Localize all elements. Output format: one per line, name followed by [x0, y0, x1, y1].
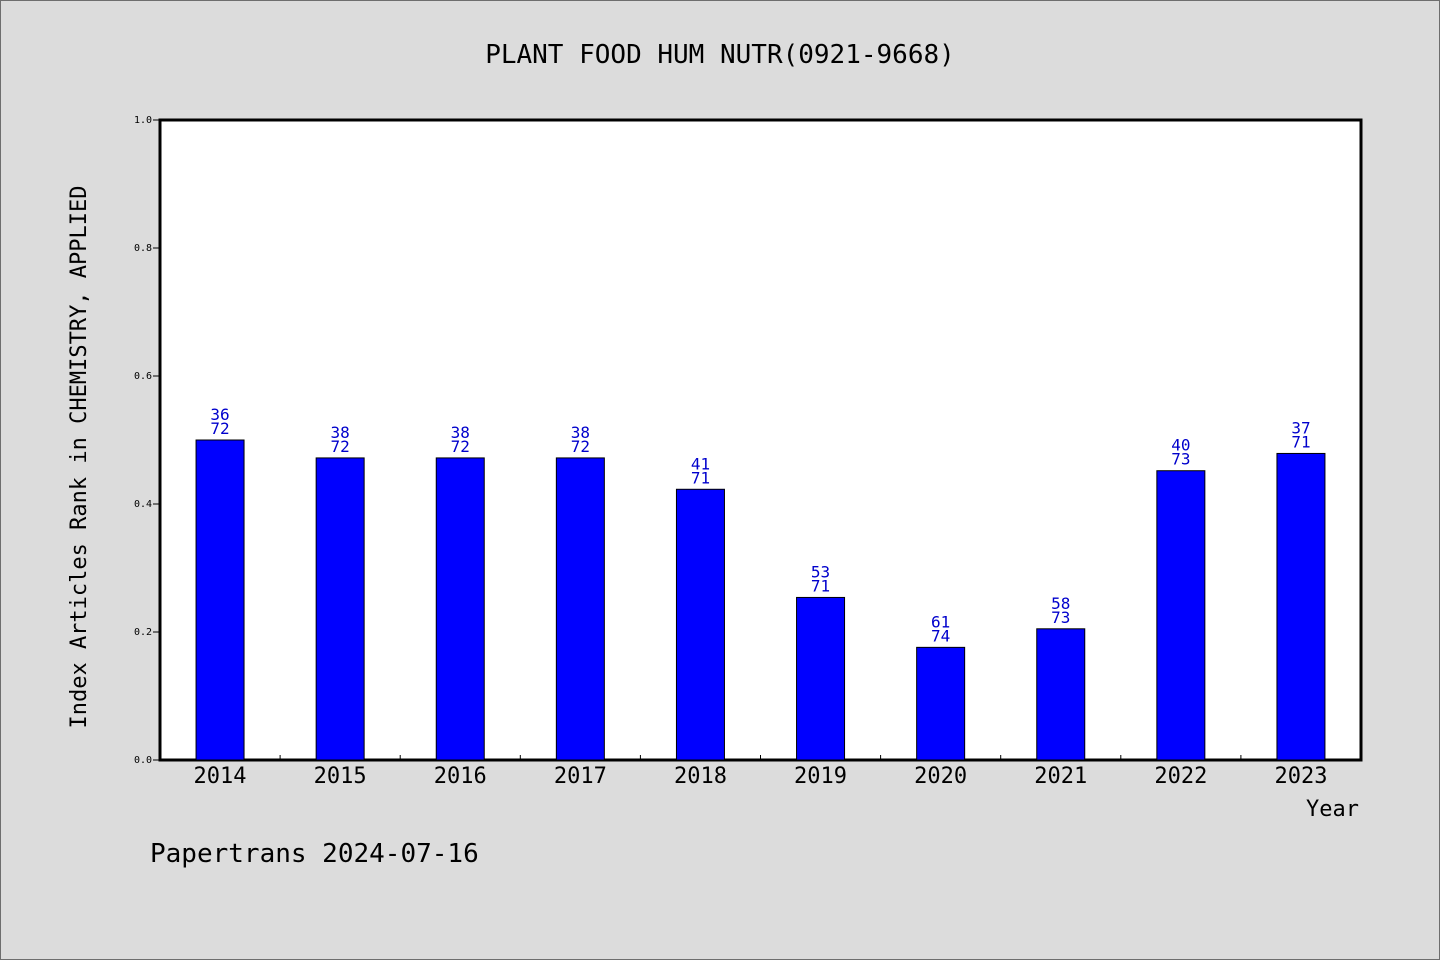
chart-title: PLANT FOOD HUM NUTR(0921-9668): [485, 40, 955, 70]
total-label: 72: [571, 437, 590, 456]
bar-2020: [916, 646, 966, 761]
total-label: 72: [331, 437, 350, 456]
total-label: 73: [1171, 450, 1190, 469]
total-label: 74: [931, 626, 950, 645]
y-axis: 0.0 0.2 0.4 0.6 0.8 1.0: [134, 115, 160, 766]
total-label: 73: [1051, 608, 1070, 627]
x-axis-label: Year: [1306, 797, 1359, 822]
x-tick-label: 2016: [434, 764, 487, 789]
rank-label: 38: [571, 423, 590, 442]
x-tick-label: 2015: [314, 764, 367, 789]
y-tick-label: 0.6: [134, 371, 152, 382]
bar-2017: [555, 457, 605, 761]
y-tick-label: 0.0: [134, 755, 152, 766]
x-tick-label: 2022: [1154, 764, 1207, 789]
x-tick-label: 2021: [1034, 764, 1087, 789]
bar-2023: [1276, 452, 1326, 761]
bars: [195, 439, 1326, 761]
total-label: 72: [210, 419, 229, 438]
rank-label: 53: [811, 562, 830, 581]
rank-label: 58: [1051, 594, 1070, 613]
footer-watermark: Papertrans 2024-07-16: [150, 839, 479, 869]
x-tick-label: 2014: [194, 764, 247, 789]
rank-label: 38: [331, 423, 350, 442]
rank-label: 40: [1171, 436, 1190, 455]
rank-label: 41: [691, 454, 710, 473]
bar-2022: [1156, 470, 1206, 761]
bar-2018: [675, 488, 725, 761]
x-tick-label: 2018: [674, 764, 727, 789]
y-tick-label: 0.2: [134, 627, 152, 638]
y-tick-label: 0.4: [134, 499, 152, 510]
y-tick-label: 1.0: [134, 115, 152, 126]
x-tick-label: 2020: [914, 764, 967, 789]
total-label: 71: [691, 468, 710, 487]
x-tick-label: 2023: [1274, 764, 1327, 789]
total-label: 72: [451, 437, 470, 456]
bar-2015: [315, 457, 365, 761]
bar-2021: [1036, 628, 1086, 761]
bar-2019: [796, 596, 846, 761]
bar-2014: [195, 439, 245, 761]
total-label: 71: [1291, 432, 1310, 451]
total-label: 71: [811, 576, 830, 595]
x-tick-label: 2017: [554, 764, 607, 789]
x-tick-label: 2019: [794, 764, 847, 789]
rank-label: 38: [451, 423, 470, 442]
rank-label: 61: [931, 612, 950, 631]
y-axis-label: Index Articles Rank in CHEMISTRY, APPLIE…: [67, 185, 92, 728]
y-tick-label: 0.8: [134, 243, 152, 254]
bar-2016: [435, 457, 485, 761]
x-axis: 2014 2015 2016 2017 2018 2019 2020 2021 2022 2023: [194, 755, 1327, 789]
rank-label: 37: [1291, 418, 1310, 437]
rank-label: 36: [210, 405, 229, 424]
